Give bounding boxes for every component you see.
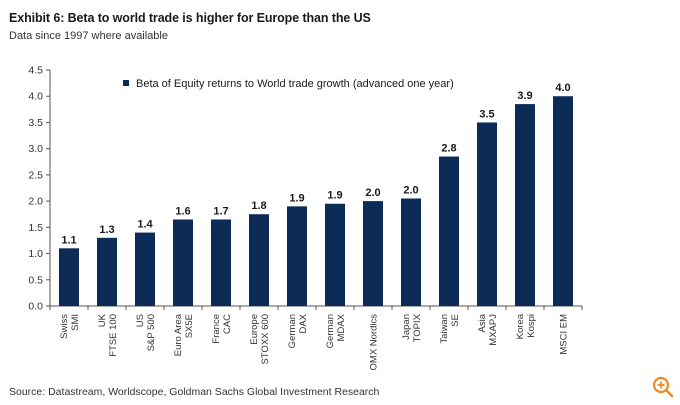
x-category-label: S&P 500	[146, 314, 157, 351]
y-tick-label: 0.5	[28, 274, 43, 286]
x-category-label: Europe	[249, 314, 260, 345]
chart-legend: Beta of Equity returns to World trade gr…	[123, 78, 454, 90]
zoom-in-icon[interactable]	[650, 374, 676, 400]
x-category-label: Taiwan	[439, 314, 450, 344]
bar-value-label: 1.8	[251, 200, 266, 212]
x-category-label: France	[211, 314, 222, 344]
x-category-label: FTSE 100	[108, 314, 119, 357]
x-category-label: OMX Nordics	[369, 314, 380, 371]
x-category-label: German	[325, 314, 336, 348]
chart-subtitle: Data since 1997 where available	[9, 30, 168, 42]
x-category-label: Swiss	[59, 314, 70, 339]
bar-value-label: 1.7	[213, 205, 228, 217]
bar-value-label: 1.3	[99, 224, 114, 236]
bar	[401, 198, 421, 306]
bar	[249, 214, 269, 306]
x-category-label: Japan	[401, 314, 412, 340]
chart-bars	[59, 96, 573, 306]
bar	[325, 203, 345, 306]
y-tick-label: 1.0	[28, 248, 43, 260]
y-tick-label: 2.0	[28, 196, 43, 208]
x-category-label: TOPIX	[412, 313, 423, 342]
x-category-label: MSCI EM	[559, 314, 570, 355]
bar-value-label: 1.4	[137, 219, 153, 231]
bar	[363, 201, 383, 306]
bar	[287, 206, 307, 306]
y-tick-label: 3.0	[28, 143, 43, 155]
bar	[59, 248, 79, 306]
bar-value-label: 2.8	[441, 143, 456, 155]
x-category-label: MDAX	[336, 313, 347, 341]
bar-value-label: 1.1	[61, 234, 76, 246]
x-category-label: SX5E	[184, 314, 195, 338]
bar-value-label: 4.0	[555, 82, 570, 94]
y-tick-label: 2.5	[28, 169, 43, 181]
x-category-label: Kospi	[526, 314, 537, 338]
x-category-label: MXAPJ	[488, 314, 499, 346]
legend-swatch	[123, 80, 129, 86]
bar	[477, 122, 497, 306]
x-category-label: Asia	[477, 313, 488, 332]
y-tick-label: 1.5	[28, 222, 43, 234]
x-category-label: Korea	[515, 313, 526, 339]
bar	[211, 219, 231, 306]
x-category-label: German	[287, 314, 298, 348]
x-category-label: CAC	[222, 314, 233, 334]
bar	[173, 219, 193, 306]
bar	[97, 237, 117, 306]
bar-value-label: 2.0	[403, 184, 418, 196]
x-category-label: Euro Area	[173, 313, 184, 356]
y-tick-label: 4.0	[28, 91, 43, 103]
x-category-label: STOXX 600	[260, 314, 271, 365]
bar	[515, 104, 535, 306]
legend-label: Beta of Equity returns to World trade gr…	[136, 78, 454, 90]
x-category-label: US	[135, 314, 146, 327]
y-tick-label: 0.0	[28, 301, 43, 313]
chart-labels: 1.1 Swiss SMI 1.3 UK FTSE 100 1.4 US S&P 500 1.6 E…	[59, 82, 571, 370]
x-category-label: SMI	[70, 314, 81, 331]
bar	[135, 232, 155, 306]
x-category-label: UK	[97, 313, 108, 327]
bar-value-label: 3.5	[479, 108, 494, 120]
bar-value-label: 3.9	[517, 90, 532, 102]
bar	[439, 156, 459, 306]
x-category-label: DAX	[298, 313, 309, 333]
bar-value-label: 1.9	[289, 192, 304, 204]
bar-value-label: 1.9	[327, 190, 342, 202]
x-category-label: SE	[450, 314, 461, 327]
y-tick-label: 3.5	[28, 117, 43, 129]
source-note: Source: Datastream, Worldscope, Goldman …	[9, 386, 380, 398]
bar-value-label: 2.0	[365, 187, 380, 199]
bar-value-label: 1.6	[175, 205, 190, 217]
chart-title: Exhibit 6: Beta to world trade is higher…	[9, 11, 371, 25]
bar	[553, 96, 573, 306]
y-tick-label: 4.5	[28, 65, 43, 77]
